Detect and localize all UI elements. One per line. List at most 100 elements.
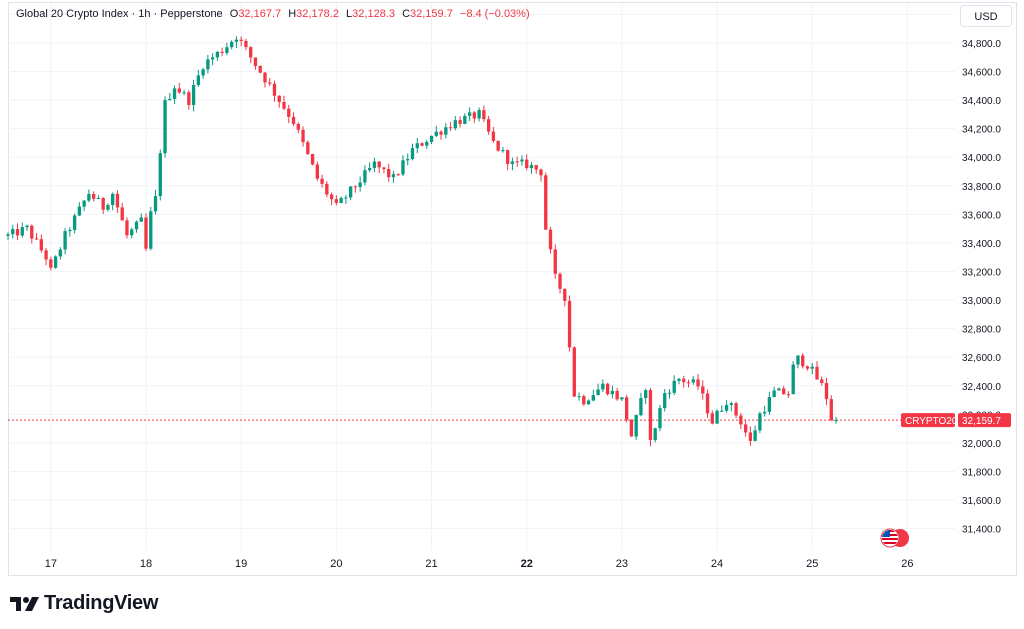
high-label: H: [288, 8, 297, 20]
candle-body: [672, 380, 676, 393]
candle-body: [377, 161, 381, 168]
candle-body: [696, 379, 700, 387]
candle-body: [591, 395, 595, 401]
candle-body: [244, 40, 248, 48]
candle-body: [325, 183, 329, 195]
x-tick-label: 19: [235, 558, 247, 570]
y-axis: 31,400.031,600.031,800.032,000.032,200.0…: [962, 10, 1001, 535]
candle-body: [629, 419, 634, 437]
candle-body: [53, 256, 58, 268]
candle-body: [25, 225, 29, 228]
candle-body: [772, 390, 776, 398]
candle-body: [215, 51, 220, 58]
tradingview-logo[interactable]: TradingView: [10, 592, 158, 615]
brand-name: TradingView: [44, 592, 159, 614]
y-tick-label: 34,200.0: [962, 125, 1001, 136]
candle-body: [444, 127, 448, 135]
x-tick-label: 23: [616, 558, 628, 570]
candle-body: [777, 388, 781, 391]
candle-body: [529, 165, 534, 169]
candle-body: [701, 386, 705, 394]
candle-body: [291, 116, 296, 125]
last-price-box: [958, 413, 1011, 428]
candle-body: [253, 57, 258, 66]
candle-body: [187, 92, 191, 106]
y-tick-label: 32,400.0: [962, 382, 1001, 393]
y-tick-label: 33,600.0: [962, 210, 1001, 221]
candle-body: [63, 231, 67, 250]
x-tick-label: 22: [521, 558, 533, 570]
candle-body: [615, 390, 619, 400]
open-label: O: [229, 8, 239, 20]
candle-body: [353, 186, 358, 188]
candle-body: [496, 140, 500, 151]
candle-body: [634, 415, 638, 437]
candle-body: [210, 57, 215, 60]
candle-body: [144, 217, 148, 249]
tradingview-logo-icon: [10, 596, 39, 611]
symbol-title[interactable]: Global 20 Crypto Index · 1h · Pepperston…: [16, 8, 223, 20]
candle-body: [720, 410, 724, 412]
y-tick-label: 33,000.0: [962, 296, 1001, 307]
y-tick-label: 31,600.0: [962, 496, 1001, 507]
candle-body: [782, 388, 786, 395]
currency-button[interactable]: USD: [960, 5, 1012, 27]
candle-body: [382, 167, 386, 170]
candle-body: [130, 229, 134, 236]
candle-body: [743, 424, 748, 433]
candle-body: [149, 211, 153, 249]
candle-body: [605, 383, 610, 395]
candle-body: [287, 108, 291, 117]
candle-body: [272, 83, 277, 96]
candle-body: [58, 249, 63, 257]
candle-body: [125, 220, 129, 236]
candle-body: [39, 239, 43, 251]
us-flag-icon[interactable]: [880, 528, 909, 548]
candle-body: [791, 364, 795, 395]
candle-body: [448, 127, 453, 129]
y-tick-label: 34,600.0: [962, 68, 1001, 79]
candle-body: [453, 120, 457, 129]
candle-body: [482, 110, 486, 120]
candle-body: [120, 207, 124, 221]
candle-body: [182, 92, 186, 94]
candle-body: [420, 143, 424, 146]
chart-header: Global 20 Crypto Index · 1h · Pepperston…: [16, 8, 530, 20]
candle-body: [644, 390, 648, 399]
candle-body: [724, 404, 729, 411]
x-tick-label: 18: [140, 558, 152, 570]
candle-body: [101, 198, 105, 210]
y-tick-label: 33,800.0: [962, 182, 1001, 193]
candle-body: [168, 98, 172, 101]
candle-body: [729, 403, 734, 405]
candle-body: [396, 174, 400, 176]
y-tick-label: 34,000.0: [962, 153, 1001, 164]
candle-body: [467, 112, 472, 116]
candle-body: [158, 153, 162, 197]
candle-body: [620, 397, 624, 400]
candle-body: [34, 238, 39, 240]
change-value: −8.4 (−0.03%): [459, 8, 530, 20]
candle-body: [767, 397, 772, 412]
candle-body: [77, 206, 82, 216]
candle-body: [239, 39, 243, 41]
candle-body: [391, 174, 396, 178]
candle-body: [829, 399, 833, 421]
candle-body: [191, 84, 196, 106]
candle-body: [277, 95, 281, 102]
candle-body: [429, 135, 434, 142]
candle-body: [486, 119, 491, 132]
last-price-tag: CRYPTO20 32,159.7: [901, 413, 1011, 428]
candle-body: [563, 288, 567, 301]
candle-body: [96, 198, 101, 200]
candle-body: [834, 420, 838, 422]
candle-body: [320, 178, 324, 184]
candle-body: [734, 403, 738, 416]
candle-body: [434, 131, 438, 136]
candle-body: [610, 390, 615, 395]
candle-body: [372, 161, 377, 169]
candle-body: [387, 169, 391, 178]
candles: [6, 36, 838, 447]
candle-body: [686, 382, 691, 384]
